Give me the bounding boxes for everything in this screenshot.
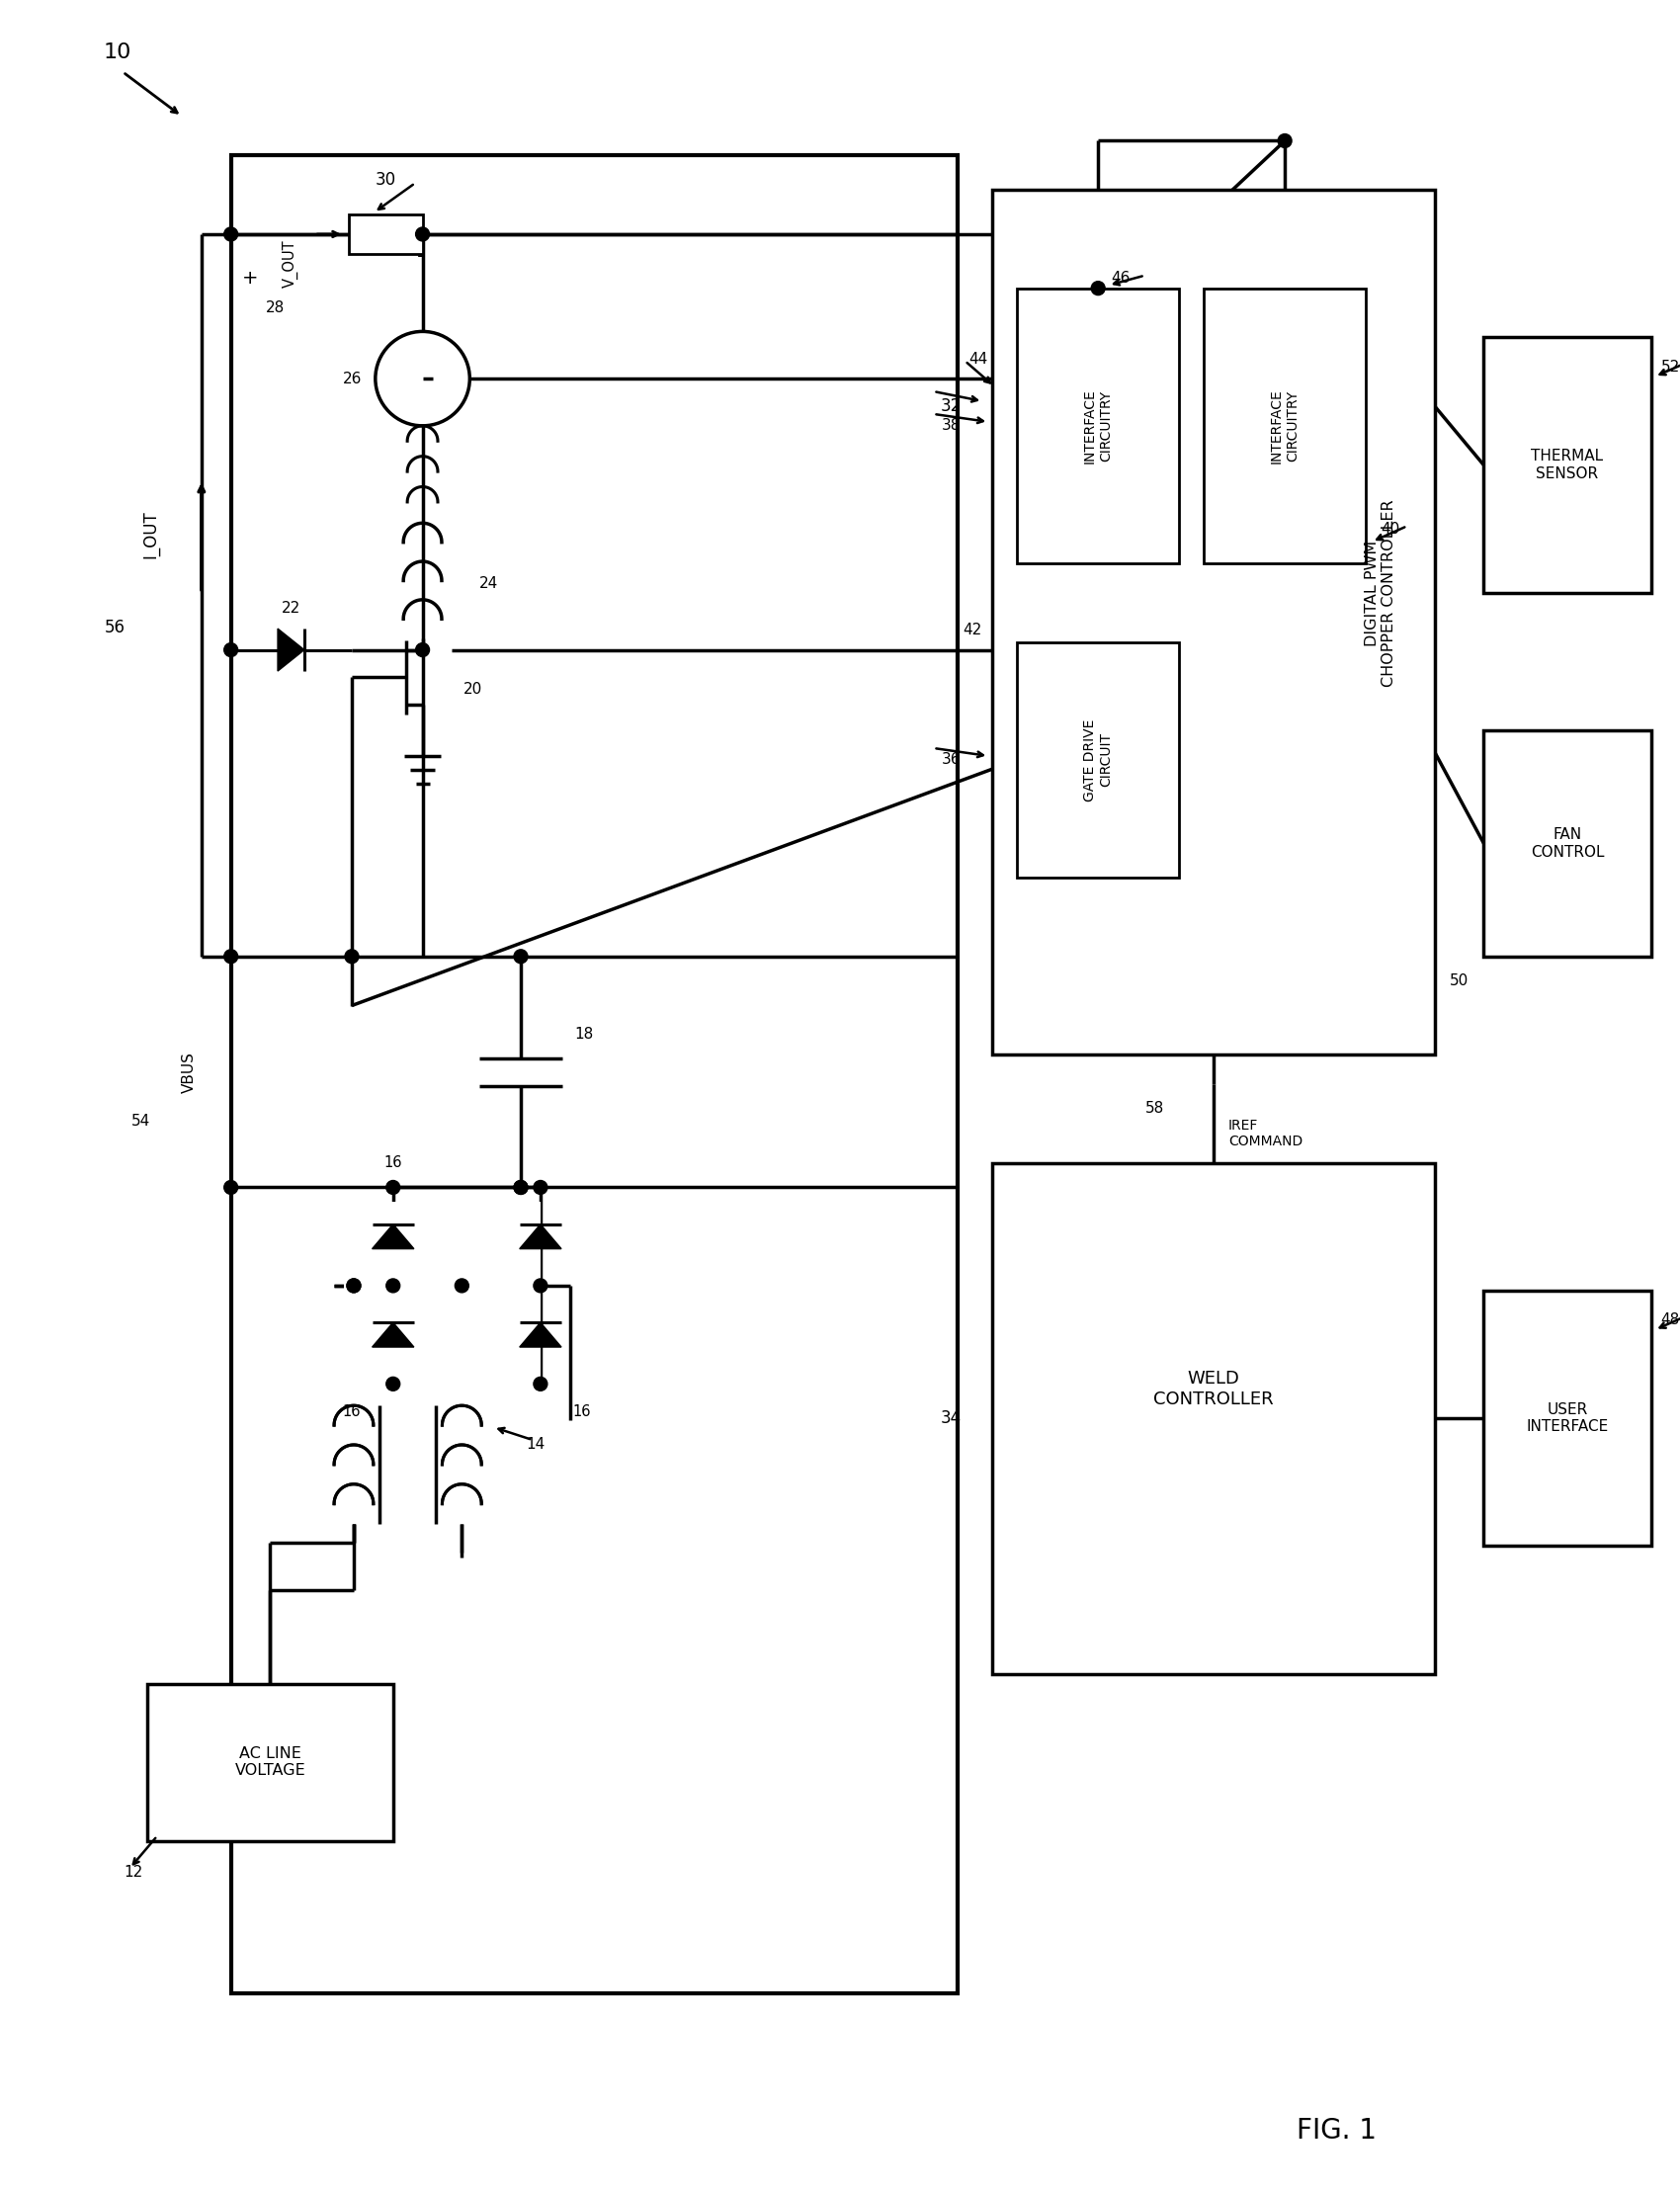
Bar [1483, 730, 1651, 957]
Text: VBUS: VBUS [181, 1052, 197, 1093]
Circle shape [223, 228, 239, 241]
Text: 44: 44 [968, 351, 988, 366]
Text: 36: 36 [942, 752, 961, 767]
Bar [1483, 337, 1651, 594]
Circle shape [534, 1181, 548, 1194]
Text: 18: 18 [575, 1028, 593, 1043]
Text: 12: 12 [123, 1865, 143, 1880]
Text: 34: 34 [941, 1409, 961, 1426]
Bar [363, 1396, 452, 1534]
Text: V_OUT: V_OUT [282, 239, 297, 287]
Text: 14: 14 [526, 1437, 544, 1453]
Text: 40: 40 [1381, 521, 1399, 537]
Circle shape [455, 1280, 469, 1293]
Text: 56: 56 [104, 618, 126, 635]
Text: 16: 16 [573, 1404, 591, 1420]
Text: AC LINE
VOLTAGE: AC LINE VOLTAGE [235, 1746, 306, 1779]
Text: GATE DRIVE
CIRCUIT: GATE DRIVE CIRCUIT [1084, 719, 1114, 802]
Polygon shape [373, 1323, 413, 1347]
Text: 52: 52 [1660, 359, 1680, 375]
Text: 48: 48 [1660, 1312, 1680, 1328]
Text: INTERFACE
CIRCUITRY: INTERFACE CIRCUITRY [1270, 388, 1300, 462]
Circle shape [415, 642, 430, 657]
Text: 50: 50 [1450, 973, 1468, 988]
Text: FIG. 1: FIG. 1 [1297, 2117, 1376, 2145]
Text: 10: 10 [102, 42, 131, 61]
Text: USER
INTERFACE: USER INTERFACE [1525, 1402, 1608, 1435]
Bar [1483, 1290, 1651, 1547]
Circle shape [386, 1376, 400, 1391]
Circle shape [534, 1280, 548, 1293]
Text: +: + [242, 269, 259, 287]
Text: 54: 54 [131, 1113, 150, 1128]
Text: THERMAL
SENSOR: THERMAL SENSOR [1530, 449, 1603, 482]
Circle shape [1092, 280, 1105, 296]
Bar [993, 191, 1435, 1054]
Text: WELD
CONTROLLER: WELD CONTROLLER [1154, 1369, 1273, 1409]
Text: 24: 24 [479, 576, 499, 592]
Bar [344, 1203, 541, 1448]
Text: 30: 30 [375, 171, 396, 188]
Circle shape [514, 949, 528, 964]
Polygon shape [519, 1225, 561, 1249]
Circle shape [415, 228, 430, 241]
Text: I_OUT: I_OUT [141, 511, 160, 559]
Circle shape [346, 1280, 361, 1293]
Circle shape [514, 1181, 528, 1194]
Bar [148, 1683, 393, 1840]
Bar [349, 215, 423, 254]
Circle shape [514, 1181, 528, 1194]
Text: 46: 46 [1110, 272, 1129, 285]
Text: DIGITAL PWM
CHOPPER CONTROLLER: DIGITAL PWM CHOPPER CONTROLLER [1364, 500, 1396, 686]
Polygon shape [373, 1225, 413, 1249]
Circle shape [386, 1280, 400, 1293]
Circle shape [344, 949, 358, 964]
Text: INTERFACE
CIRCUITRY: INTERFACE CIRCUITRY [1084, 388, 1114, 462]
Circle shape [534, 1376, 548, 1391]
Bar [1205, 289, 1366, 563]
Text: 20: 20 [464, 681, 482, 697]
Circle shape [223, 1181, 239, 1194]
Text: 28: 28 [265, 300, 284, 316]
Polygon shape [519, 1323, 561, 1347]
Text: IREF
COMMAND: IREF COMMAND [1228, 1117, 1302, 1148]
Bar [230, 156, 958, 1994]
Text: 58: 58 [1146, 1102, 1164, 1115]
Text: 16: 16 [385, 1155, 402, 1170]
Polygon shape [277, 629, 304, 670]
Circle shape [1278, 134, 1292, 147]
Text: 26: 26 [343, 370, 361, 386]
Text: -: - [417, 245, 425, 265]
Text: 32: 32 [941, 397, 961, 414]
Circle shape [346, 1280, 361, 1293]
Text: 16: 16 [343, 1404, 361, 1420]
Bar [1016, 642, 1179, 879]
Circle shape [223, 949, 239, 964]
Text: 38: 38 [942, 418, 961, 434]
Text: FAN
CONTROL: FAN CONTROL [1530, 828, 1604, 859]
Text: 22: 22 [282, 600, 301, 616]
Text: 42: 42 [963, 622, 983, 638]
Circle shape [386, 1181, 400, 1194]
Circle shape [223, 642, 239, 657]
Bar [1016, 289, 1179, 563]
Bar [993, 1163, 1435, 1674]
